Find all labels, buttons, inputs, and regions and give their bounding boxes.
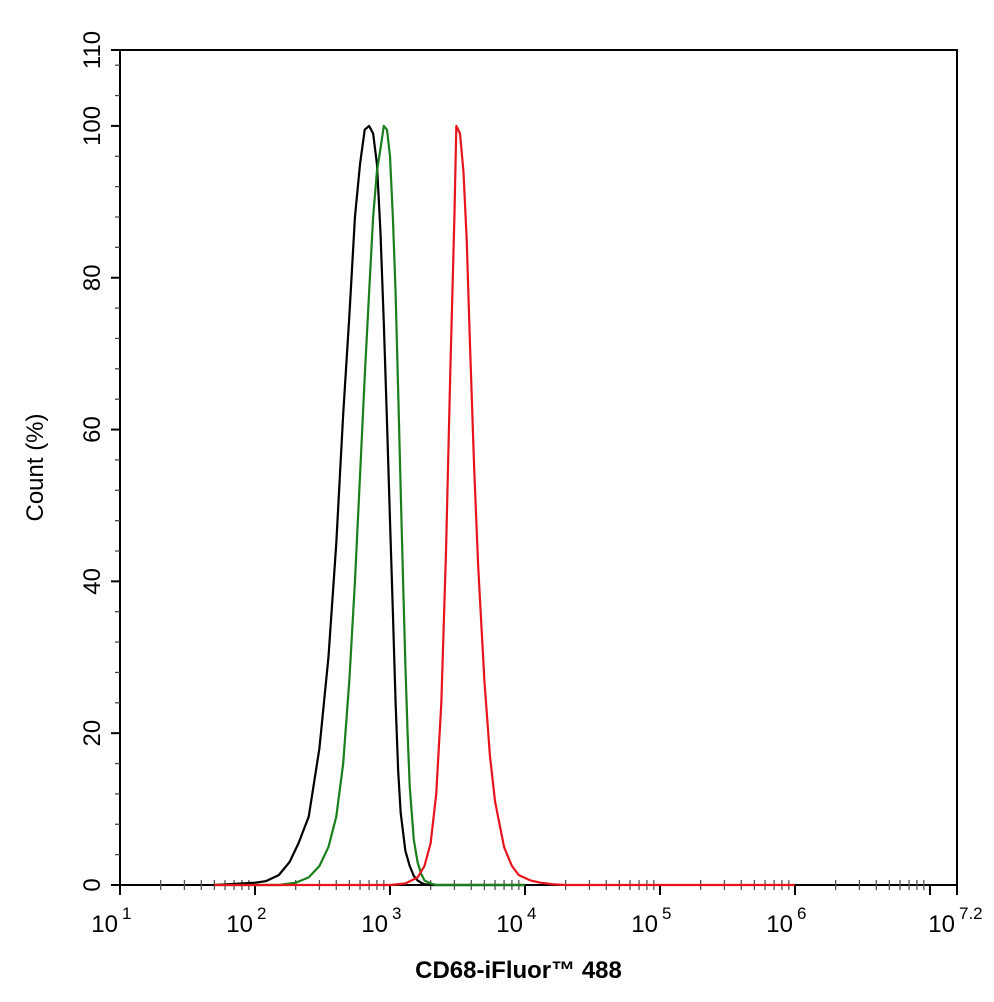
x-tick-label-base: 10 bbox=[928, 911, 955, 938]
x-tick-label-base: 10 bbox=[361, 911, 388, 938]
y-tick-label: 100 bbox=[79, 106, 106, 146]
series-layer bbox=[214, 124, 795, 887]
x-tick-label-exponent: 2 bbox=[257, 904, 266, 923]
x-tick-label: 10 3 bbox=[361, 904, 401, 938]
x-tick-label-base: 10 bbox=[226, 911, 253, 938]
x-tick-label: 10 7.2 bbox=[928, 904, 982, 938]
x-tick-label: 10 6 bbox=[766, 904, 806, 938]
x-tick-label-base: 10 bbox=[496, 911, 523, 938]
x-tick-label: 10 4 bbox=[496, 904, 536, 938]
x-tick-label-exponent: 6 bbox=[797, 904, 806, 923]
x-tick-label-exponent: 5 bbox=[662, 904, 671, 923]
x-tick-label: 10 5 bbox=[631, 904, 671, 938]
x-tick-label-exponent: 4 bbox=[527, 904, 536, 923]
histogram-line-3 bbox=[214, 124, 795, 887]
x-tick-label-exponent: 1 bbox=[122, 904, 131, 923]
y-tick-label: 40 bbox=[79, 568, 106, 595]
y-tick-label: 0 bbox=[79, 878, 106, 891]
y-tick-label: 110 bbox=[79, 31, 106, 69]
x-tick-label-base: 10 bbox=[766, 911, 793, 938]
x-tick-label-exponent: 3 bbox=[392, 904, 401, 923]
y-tick-label: 60 bbox=[79, 416, 106, 443]
x-tick-label-base: 10 bbox=[631, 911, 658, 938]
y-tick-label: 80 bbox=[79, 264, 106, 291]
y-tick-label: 20 bbox=[79, 720, 106, 747]
x-tick-label: 10 2 bbox=[226, 904, 266, 938]
y-axis-title: Count (%) bbox=[22, 413, 49, 521]
x-tick-label-base: 10 bbox=[91, 911, 118, 938]
x-tick-label: 10 1 bbox=[91, 904, 131, 938]
plot-frame bbox=[119, 49, 958, 886]
x-tick-label-exponent: 7.2 bbox=[959, 904, 983, 923]
axes-layer bbox=[111, 49, 958, 895]
histogram-line-1 bbox=[214, 124, 525, 887]
x-axis-title: CD68-iFluor™ 488 bbox=[415, 957, 622, 984]
histogram-line-2 bbox=[214, 124, 525, 887]
